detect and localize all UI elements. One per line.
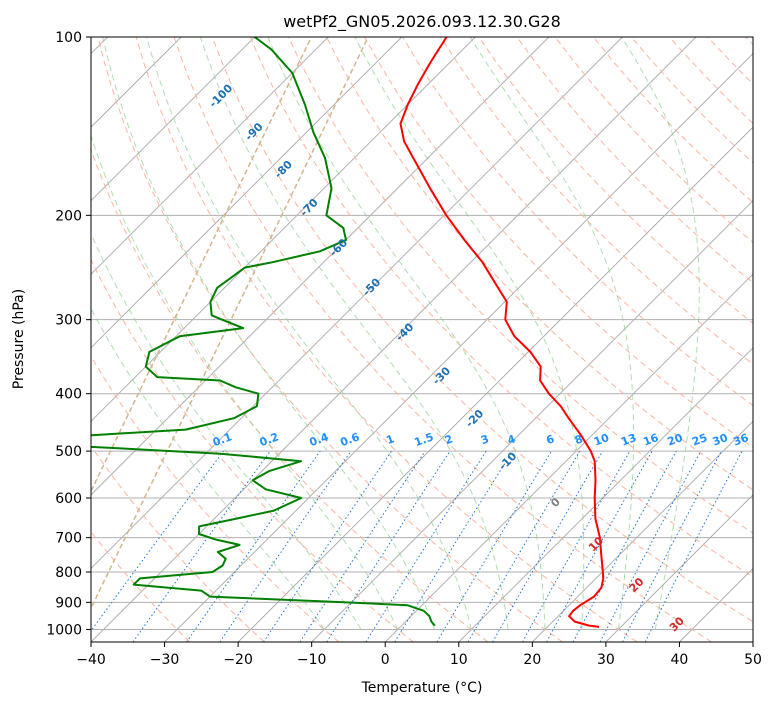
y-tick-label: 100: [55, 30, 82, 46]
x-tick-label: 0: [381, 652, 390, 668]
y-tick-label: 600: [55, 491, 82, 507]
x-tick-label: 10: [450, 652, 468, 668]
x-tick-label: −10: [297, 652, 327, 668]
y-tick-label: 500: [55, 444, 82, 460]
y-tick-label: 400: [55, 387, 82, 403]
y-tick-label: 1000: [46, 622, 82, 638]
x-tick-label: 40: [671, 652, 689, 668]
y-tick-label: 900: [55, 595, 82, 611]
plot-background: [91, 37, 753, 642]
x-tick-label: −20: [223, 652, 253, 668]
x-axis-label: Temperature (°C): [361, 680, 483, 696]
x-tick-label: 20: [523, 652, 541, 668]
isotherm-line: [753, 37, 775, 642]
y-tick-label: 700: [55, 531, 82, 547]
chart-title: wetPf2_GN05.2026.093.12.30.G28: [283, 12, 561, 32]
x-tick-label: −30: [150, 652, 180, 668]
x-tick-label: −40: [76, 652, 106, 668]
y-tick-label: 200: [55, 208, 82, 224]
x-tick-label: 50: [744, 652, 762, 668]
y-tick-label: 300: [55, 313, 82, 329]
y-tick-label: 800: [55, 565, 82, 581]
y-axis-label: Pressure (hPa): [11, 289, 27, 389]
x-tick-label: 30: [597, 652, 615, 668]
